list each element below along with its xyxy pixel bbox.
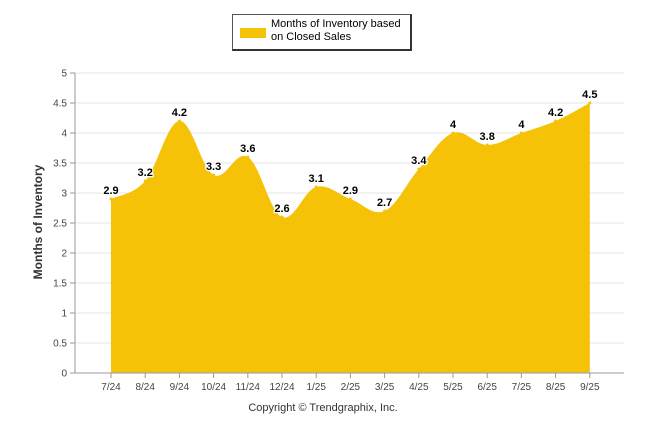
data-label: 3.1	[309, 173, 324, 185]
data-point	[314, 185, 318, 189]
data-point	[417, 167, 421, 171]
x-tick-label: 7/25	[512, 382, 532, 393]
data-label: 4.2	[548, 107, 563, 119]
y-axis-title: Months of Inventory	[31, 164, 45, 279]
x-tick-label: 7/24	[101, 382, 121, 393]
y-tick-label: 5	[61, 69, 67, 80]
x-tick-label: 12/24	[269, 382, 294, 393]
x-tick-label: 9/25	[580, 382, 600, 393]
y-tick-label: 0.5	[53, 339, 67, 350]
y-tick-label: 1	[61, 309, 67, 320]
x-tick-label: 1/25	[306, 382, 326, 393]
y-tick-label: 3.5	[53, 159, 67, 170]
series-area	[111, 103, 590, 373]
y-tick-label: 0	[61, 369, 67, 380]
data-point	[143, 179, 147, 183]
data-point	[212, 173, 216, 177]
series-area-group	[109, 101, 592, 373]
data-label: 3.2	[138, 167, 153, 179]
x-tick-label: 6/25	[477, 382, 497, 393]
data-label: 2.9	[343, 185, 358, 197]
data-point	[451, 131, 455, 135]
data-label: 4.5	[582, 89, 597, 101]
data-point	[519, 131, 523, 135]
copyright-footer: Copyright © Trendgraphix, Inc.	[248, 402, 398, 414]
data-point	[485, 143, 489, 147]
x-tick-label: 5/25	[443, 382, 463, 393]
data-point	[554, 119, 558, 123]
x-tick-label: 3/25	[375, 382, 395, 393]
data-label: 4	[450, 119, 457, 131]
x-tick-label: 2/25	[341, 382, 361, 393]
axes: 0 0.5 1 1.5 2 2.5 3 3.5 4 4.5 5 7/24 8/24 9/24 10/24 11…	[53, 69, 624, 393]
y-tick-label: 1.5	[53, 279, 67, 290]
data-label: 2.6	[274, 203, 289, 215]
x-tick-label: 10/24	[201, 382, 226, 393]
data-point	[109, 197, 113, 201]
y-tick-label: 4	[61, 129, 67, 140]
data-point	[177, 119, 181, 123]
y-tick-label: 4.5	[53, 99, 67, 110]
data-point	[246, 155, 250, 159]
x-tick-label: 8/24	[135, 382, 155, 393]
legend-swatch	[240, 28, 266, 38]
data-label: 3.4	[411, 155, 427, 167]
data-point	[588, 101, 592, 105]
x-tick-label: 4/25	[409, 382, 429, 393]
legend: Months of Inventory based on Closed Sale…	[232, 14, 412, 51]
legend-label: Months of Inventory based on Closed Sale…	[271, 18, 401, 43]
data-point	[280, 215, 284, 219]
x-tick-label: 9/24	[170, 382, 190, 393]
data-label: 4.2	[172, 107, 187, 119]
data-label: 3.3	[206, 161, 221, 173]
y-tick-label: 2	[61, 249, 67, 260]
y-tick-label: 3	[61, 189, 67, 200]
x-tick-label: 8/25	[546, 382, 566, 393]
data-label: 2.9	[103, 185, 118, 197]
data-label: 2.7	[377, 197, 392, 209]
data-point	[348, 197, 352, 201]
y-tick-label: 2.5	[53, 219, 67, 230]
data-label: 3.6	[240, 143, 255, 155]
data-label: 3.8	[480, 131, 495, 143]
data-label: 4	[518, 119, 525, 131]
data-point	[383, 209, 387, 213]
data-labels: 2.9 3.2 4.2 3.3 3.6 2.6 3.1 2.9 2.7 3.4 4 3.8 4 4.2 4.…	[102, 88, 599, 217]
x-tick-label: 11/24	[236, 382, 261, 393]
